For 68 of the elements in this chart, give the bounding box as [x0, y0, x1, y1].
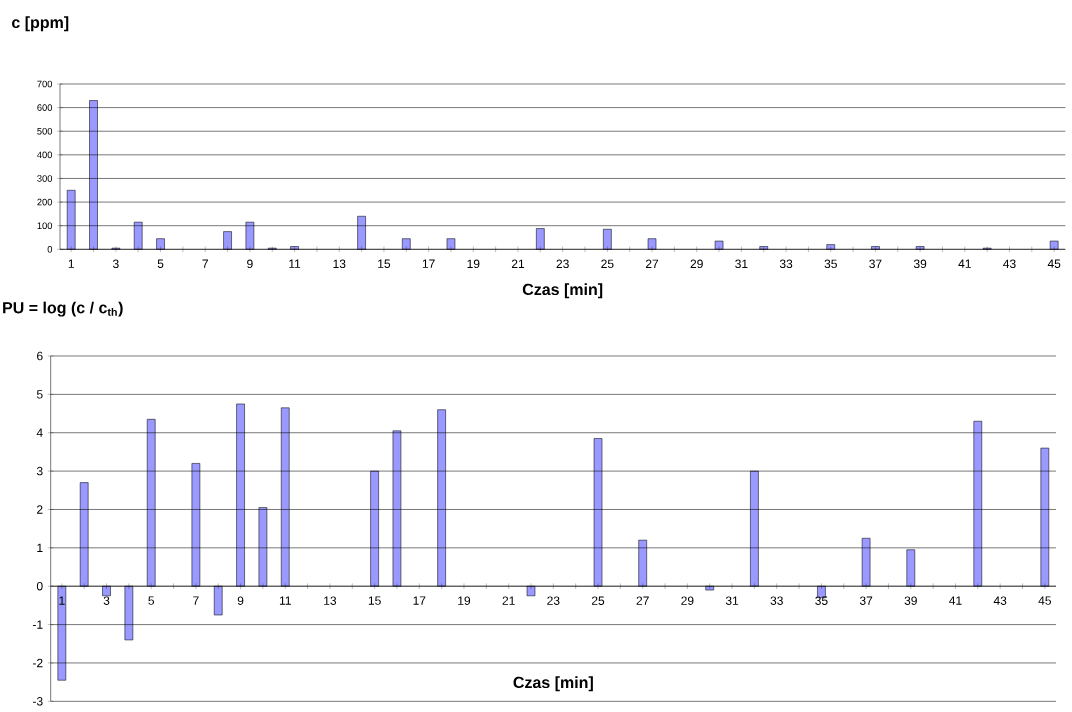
x-tick-label: 3 — [112, 259, 119, 269]
y-tick-label: 600 — [37, 104, 53, 111]
y-tick-label: 6 — [37, 351, 43, 361]
y-tick-label: 0 — [36, 581, 43, 591]
x-tick-label: 1 — [59, 596, 65, 605]
x-tick-label: 29 — [681, 596, 694, 605]
x-tick-label: 23 — [556, 259, 569, 269]
x-tick-label: 45 — [1047, 259, 1061, 268]
x-tick-label: 43 — [1003, 259, 1016, 269]
x-tick-label: 3 — [103, 596, 110, 605]
x-tick-label: 9 — [237, 596, 244, 605]
x-tick-label: 1 — [68, 259, 74, 268]
y-tick-label: 4 — [36, 428, 43, 437]
y-tick-label: 5 — [36, 390, 43, 399]
x-axis-title: Czas [min] — [522, 283, 603, 299]
x-tick-label: 25 — [601, 259, 614, 269]
y-tick-label: -2 — [32, 658, 43, 668]
y-tick-label: -1 — [32, 620, 43, 629]
y-tick-label: 100 — [37, 222, 53, 229]
x-tick-label: 27 — [636, 596, 649, 605]
x-tick-label: 15 — [368, 596, 381, 605]
x-tick-label: 15 — [378, 259, 391, 268]
x-tick-label: 9 — [247, 259, 253, 269]
x-tick-label: 35 — [815, 596, 828, 605]
x-tick-label: 21 — [502, 596, 515, 605]
x-tick-label: 19 — [458, 596, 471, 605]
y-tick-label: 0 — [47, 246, 53, 253]
y-axis-title: PU = log (c / c$_{th}$) — [3, 301, 123, 317]
x-tick-label: 25 — [591, 596, 605, 605]
x-tick-label: 39 — [913, 259, 927, 269]
x-tick-label: 37 — [859, 596, 873, 605]
x-tick-label: 11 — [289, 259, 301, 268]
y-tick-label: 500 — [37, 127, 53, 135]
y-tick-label: 400 — [37, 151, 53, 159]
x-tick-label: 5 — [157, 259, 164, 268]
y-tick-label: 3 — [36, 466, 43, 476]
y-axis-title: c [ppm] — [12, 16, 69, 32]
x-tick-label: 45 — [1038, 596, 1051, 605]
x-tick-label: 23 — [547, 596, 560, 605]
x-tick-label: 33 — [779, 259, 793, 269]
x-tick-label: 5 — [148, 596, 155, 605]
x-tick-label: 7 — [202, 259, 208, 268]
x-tick-label: 13 — [324, 596, 337, 605]
x-tick-label: 13 — [333, 259, 346, 269]
x-tick-label: 35 — [824, 259, 837, 269]
y-tick-label: 2 — [37, 505, 43, 514]
x-axis-title: Czas [min] — [513, 676, 593, 692]
y-tick-label: 300 — [37, 175, 53, 182]
y-tick-label: 200 — [37, 198, 53, 206]
x-tick-label: 21 — [511, 259, 525, 268]
y-tick-label: -3 — [32, 697, 43, 706]
x-tick-label: 41 — [949, 596, 962, 605]
x-tick-label: 31 — [725, 596, 739, 605]
x-tick-label: 7 — [193, 596, 199, 605]
x-tick-label: 19 — [467, 259, 480, 269]
x-tick-label: 41 — [958, 259, 971, 268]
x-tick-label: 33 — [770, 596, 783, 605]
x-tick-label: 27 — [645, 259, 659, 268]
x-tick-label: 31 — [735, 259, 748, 269]
x-tick-label: 29 — [690, 259, 703, 269]
x-tick-label: 17 — [422, 259, 435, 268]
x-tick-label: 11 — [279, 596, 291, 605]
x-tick-label: 39 — [904, 596, 917, 605]
y-tick-label: 1 — [37, 543, 43, 552]
y-tick-label: 700 — [37, 80, 53, 88]
x-tick-label: 37 — [869, 259, 882, 269]
x-tick-label: 17 — [413, 596, 426, 605]
x-tick-label: 43 — [993, 596, 1007, 605]
